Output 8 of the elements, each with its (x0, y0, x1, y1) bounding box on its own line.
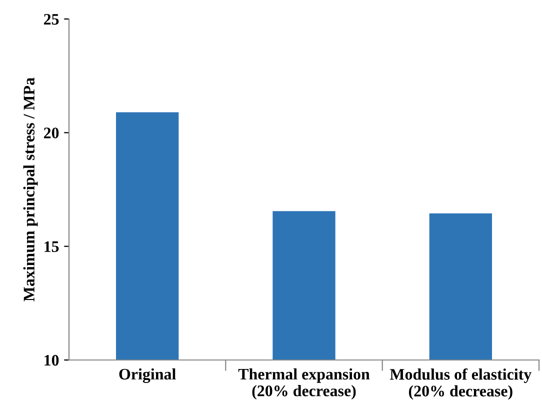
y-tick-label: 25 (44, 14, 59, 25)
y-tick-label: 20 (44, 128, 59, 138)
x-tick-label: Thermal expansion (20% decrease) (238, 368, 370, 400)
x-tick-label: Original (119, 368, 176, 383)
x-tick-label: Modulus of elasticity (20% decrease) (390, 368, 532, 400)
y-tick-label: 15 (44, 241, 59, 252)
y-tick-label: 10 (44, 354, 59, 366)
y-axis-title: Maximum principal stress / MPa (23, 78, 38, 302)
